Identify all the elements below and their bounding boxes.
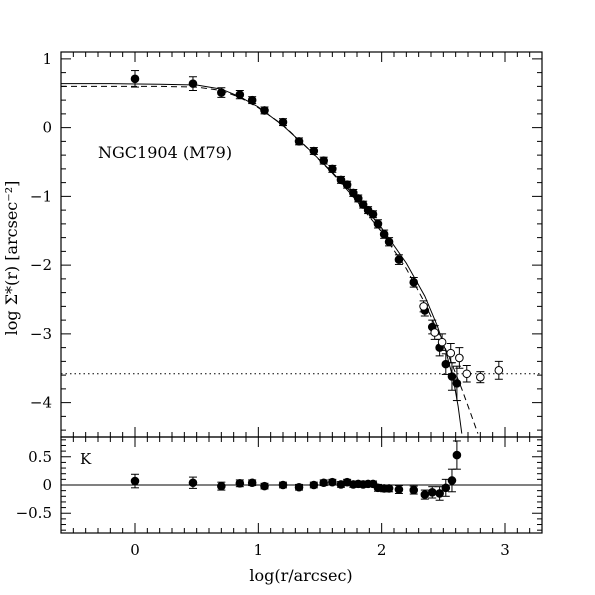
x-tick-labels: 0 1 2 3 bbox=[130, 541, 510, 559]
model-curves bbox=[61, 83, 479, 434]
data-point bbox=[379, 229, 389, 239]
panel-label-k: K bbox=[80, 450, 92, 468]
y-tick-label: 0 bbox=[42, 119, 52, 137]
data-point bbox=[447, 476, 457, 485]
x-tick-label: 2 bbox=[377, 541, 387, 559]
open-data-point bbox=[437, 337, 447, 347]
data-point bbox=[235, 479, 245, 488]
data-point bbox=[328, 477, 337, 487]
data-point bbox=[368, 209, 378, 219]
data-point bbox=[441, 359, 451, 369]
data-point bbox=[278, 117, 288, 127]
data-point bbox=[294, 137, 304, 146]
y-tick-label: −0.5 bbox=[16, 504, 52, 522]
data-point bbox=[435, 489, 444, 498]
data-point bbox=[394, 485, 404, 494]
open-data-point bbox=[494, 366, 504, 375]
data-point bbox=[217, 481, 226, 491]
open-data-point bbox=[462, 369, 472, 379]
data-point bbox=[260, 106, 269, 115]
open-data-point bbox=[430, 328, 440, 337]
bottom-panel: 0.5 0 −0.5 0 1 2 3 K log(r/arcsec) bbox=[16, 436, 543, 585]
data-point bbox=[247, 478, 257, 488]
data-point bbox=[319, 478, 329, 488]
data-point bbox=[260, 481, 269, 491]
top-panel-frame bbox=[60, 51, 543, 438]
data-point bbox=[278, 480, 288, 490]
top-y-tick-labels: 1 0 −1 −2 −3 −4 bbox=[30, 50, 52, 412]
y-tick-label: 1 bbox=[42, 50, 52, 68]
data-point bbox=[309, 480, 319, 490]
data-point bbox=[384, 484, 394, 493]
x-tick-label: 3 bbox=[500, 541, 510, 559]
data-point bbox=[452, 379, 462, 388]
open-data-point bbox=[476, 372, 485, 382]
data-point bbox=[427, 488, 437, 497]
data-point bbox=[409, 485, 419, 495]
data-point bbox=[420, 490, 430, 499]
data-point bbox=[130, 476, 140, 486]
data-point bbox=[409, 278, 419, 287]
cluster-annotation: NGC1904 (M79) bbox=[98, 143, 232, 162]
y-tick-label: −1 bbox=[30, 187, 52, 205]
open-data-point bbox=[446, 348, 456, 358]
data-point bbox=[342, 180, 352, 189]
data-point bbox=[452, 450, 462, 460]
open-data-point bbox=[419, 302, 428, 311]
data-point bbox=[319, 156, 329, 165]
data-point bbox=[188, 79, 198, 88]
data-point bbox=[394, 255, 404, 264]
top-panel-ticks bbox=[61, 52, 542, 437]
bottom-y-tick-labels: 0.5 0 −0.5 bbox=[16, 448, 52, 522]
open-data-point bbox=[455, 353, 464, 363]
data-point bbox=[384, 237, 394, 247]
residual-points bbox=[130, 440, 462, 501]
data-point bbox=[235, 90, 245, 99]
y-tick-label: −2 bbox=[30, 256, 52, 274]
data-point bbox=[309, 146, 319, 156]
data-point bbox=[441, 483, 451, 493]
y-tick-label: 0 bbox=[42, 476, 52, 494]
data-point bbox=[353, 194, 363, 203]
surface-density-points bbox=[130, 70, 504, 402]
data-point bbox=[130, 74, 140, 84]
data-point bbox=[328, 164, 337, 174]
data-point bbox=[447, 372, 457, 381]
bottom-panel-frame bbox=[60, 436, 543, 534]
top-panel: 1 0 −1 −2 −3 −4 NGC1904 (M79) log Σ*(r) [arcs… bbox=[2, 50, 543, 438]
x-axis-label: log(r/arcsec) bbox=[249, 566, 352, 585]
data-point bbox=[247, 95, 257, 105]
data-point bbox=[336, 175, 346, 185]
y-tick-label: 0.5 bbox=[28, 448, 52, 466]
y-tick-label: −4 bbox=[30, 394, 52, 412]
data-point bbox=[217, 88, 226, 97]
dashed-model-curve bbox=[61, 85, 479, 434]
bottom-panel-ticks bbox=[61, 437, 542, 533]
data-point bbox=[188, 478, 198, 488]
x-tick-label: 0 bbox=[130, 541, 140, 559]
top-y-axis-label: log Σ*(r) [arcsec⁻²] bbox=[2, 181, 21, 336]
data-point bbox=[373, 219, 383, 229]
x-tick-label: 1 bbox=[254, 541, 264, 559]
data-point bbox=[294, 482, 304, 492]
y-tick-label: −3 bbox=[30, 325, 52, 343]
